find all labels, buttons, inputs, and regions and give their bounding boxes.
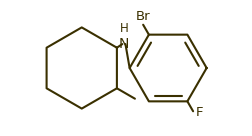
Text: H: H xyxy=(119,22,128,35)
Text: F: F xyxy=(195,106,202,119)
Text: Br: Br xyxy=(135,10,150,23)
Text: N: N xyxy=(118,37,129,51)
